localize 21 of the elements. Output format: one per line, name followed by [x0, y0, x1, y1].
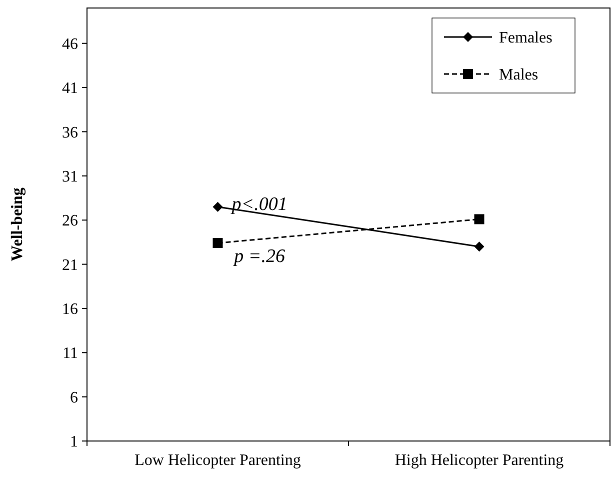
- y-tick-label: 26: [62, 212, 78, 230]
- y-tick-label: 41: [62, 80, 78, 98]
- y-tick-label: 21: [62, 256, 78, 274]
- y-tick-label: 36: [62, 124, 78, 142]
- legend-label: Males: [499, 66, 538, 84]
- point: [212, 238, 223, 248]
- x-tick-label: High Helicopter Parenting: [394, 452, 564, 469]
- annotation: p =.26: [232, 246, 286, 267]
- y-tick-label: 11: [62, 345, 78, 362]
- y-tick-label: 31: [62, 168, 78, 186]
- x-tick-label: Low Helicopter Parenting: [134, 452, 301, 469]
- point: [212, 202, 223, 212]
- y-tick-label: 6: [70, 389, 78, 406]
- legend-label: Females: [499, 30, 552, 47]
- y-axis-title: Well-being: [9, 188, 26, 262]
- y-tick-label: 1: [70, 434, 78, 451]
- annotation: p<.001: [230, 194, 288, 215]
- point: [474, 242, 484, 252]
- y-tick-label: 16: [62, 301, 78, 318]
- y-tick-label: 46: [62, 36, 78, 53]
- point: [474, 214, 484, 224]
